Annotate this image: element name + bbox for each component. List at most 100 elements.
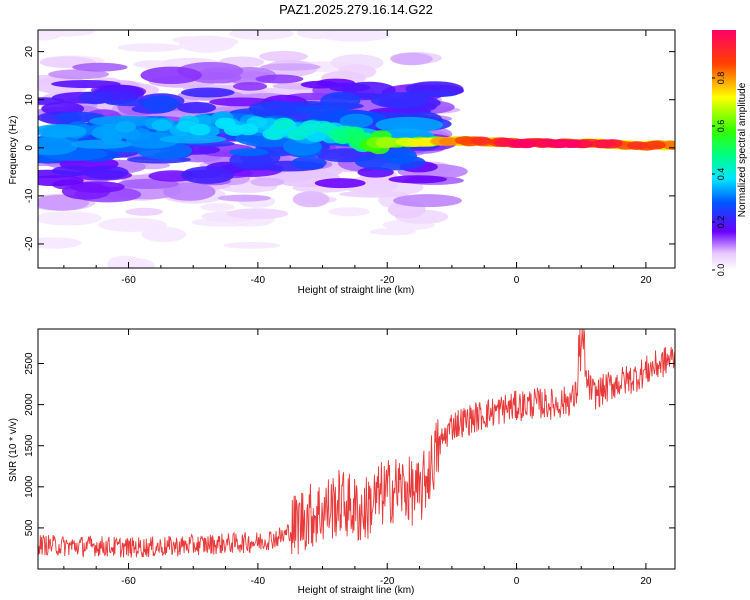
chart-title: PAZ1.2025.279.16.14.G22 <box>279 2 433 17</box>
colorbar-label: Normalized spectral amplitude <box>737 82 748 217</box>
heatmap-cell <box>72 62 128 72</box>
snr-frame <box>37 328 676 570</box>
heatmap-cell <box>291 156 327 170</box>
spectrogram-ticks: -60 -40 -20 0 20 -20 -10 0 10 20 <box>24 30 675 286</box>
snr-ticks: -60 -40 -20 0 20 500 1000 1500 2000 2500 <box>24 329 675 587</box>
heatmap-cell <box>117 43 183 52</box>
heatmap-cell <box>217 194 271 202</box>
snr-xlabel: Height of straight line (km) <box>298 585 415 596</box>
heatmap-cell <box>70 181 125 193</box>
heatmap-cell <box>454 136 476 145</box>
y-tick-label: 10 <box>24 94 35 106</box>
heatmap-cell <box>123 0 168 9</box>
heatmap-cell <box>117 178 180 189</box>
x-tick-label: 20 <box>640 576 652 587</box>
heatmap-cell <box>509 139 530 148</box>
spectrogram-heatmap <box>38 0 675 268</box>
heatmap-cell <box>255 74 304 84</box>
colorbar-ticks: 0.0 0.2 0.4 0.6 0.8 <box>712 72 726 277</box>
heatmap-cell <box>328 207 370 217</box>
colorbar-gradient <box>712 30 736 270</box>
heatmap-cell <box>645 140 666 150</box>
heatmap-cell <box>70 139 133 149</box>
heatmap-cell <box>190 123 211 136</box>
x-tick-label: -60 <box>121 275 136 286</box>
spectrogram-frame <box>37 29 676 269</box>
heatmap-cell <box>232 82 268 91</box>
y-tick-label: 1000 <box>24 475 35 498</box>
y-tick-label: -20 <box>24 236 35 251</box>
heatmap-cell <box>287 128 309 141</box>
heatmap-cell <box>140 66 202 85</box>
colorbar-tick-label: 0.0 <box>716 264 726 277</box>
colorbar-tick-label: 0.4 <box>716 168 726 181</box>
heatmap-cell <box>142 95 180 113</box>
heatmap-cell <box>264 128 286 140</box>
heatmap-cell <box>38 97 65 105</box>
colorbar-tick-label: 0.2 <box>716 216 726 229</box>
heatmap-cell <box>38 237 82 249</box>
x-tick-label: 0 <box>514 576 520 587</box>
heatmap-cell <box>38 137 78 156</box>
heatmap-cell <box>38 175 84 187</box>
heatmap-cell <box>314 178 366 189</box>
spectrogram-xlabel: Height of straight line (km) <box>298 285 415 296</box>
x-tick-label: -20 <box>380 576 395 587</box>
heatmap-cell <box>48 69 109 80</box>
colorbar-tick-label: 0.6 <box>716 120 726 133</box>
y-tick-label: 0 <box>24 145 35 151</box>
heatmap-cell <box>229 30 294 40</box>
heatmap-cell <box>320 92 361 110</box>
y-tick-label: 500 <box>24 519 35 536</box>
x-tick-label: -40 <box>251 576 266 587</box>
heatmap-cell <box>200 203 235 212</box>
y-tick-label: 2000 <box>24 393 35 416</box>
heatmap-cell <box>377 138 399 147</box>
heatmap-cell <box>273 117 295 130</box>
heatmap-cell <box>62 19 123 26</box>
heatmap-cell <box>115 121 136 133</box>
x-tick-label: -20 <box>380 275 395 286</box>
heatmap-cell <box>559 139 580 148</box>
heatmap-cell <box>470 136 492 146</box>
heatmap-cell <box>237 123 259 136</box>
heatmap-cell <box>78 91 113 105</box>
heatmap-cell <box>595 139 616 148</box>
heatmap-cell <box>54 15 117 25</box>
heatmap-cell <box>125 207 163 216</box>
heatmap-cell <box>91 19 152 30</box>
heatmap-cell <box>43 6 98 14</box>
heatmap-cell <box>370 92 429 109</box>
heatmap-cell <box>383 147 417 165</box>
heatmap-cell <box>83 10 133 20</box>
heatmap-cell <box>120 258 155 268</box>
x-tick-label: -40 <box>251 275 266 286</box>
heatmap-cell <box>181 87 235 98</box>
heatmap-cell <box>159 134 227 144</box>
heatmap-cell <box>411 138 433 147</box>
y-tick-label: 1500 <box>24 434 35 457</box>
heatmap-cell <box>375 116 444 133</box>
spectrogram-ylabel: Frequency (Hz) <box>8 116 19 185</box>
heatmap-cell <box>626 141 648 150</box>
snr-ylabel: SNR (10 * v/v) <box>8 418 19 482</box>
heatmap-cell <box>439 137 460 146</box>
heatmap-cell <box>396 137 417 147</box>
heatmap-cell <box>99 123 121 136</box>
heatmap-cell <box>260 63 321 71</box>
heatmap-cell <box>38 211 102 226</box>
y-tick-label: 2500 <box>24 352 35 375</box>
heatmap-cell <box>101 132 123 144</box>
y-tick-label: 20 <box>24 46 35 58</box>
heatmap-cell <box>250 177 285 187</box>
heatmap-cell <box>151 119 173 132</box>
x-tick-label: 0 <box>514 275 520 286</box>
heatmap-cell <box>292 191 330 208</box>
snr-panel: -60 -40 -20 0 20 500 1000 1500 2000 2500 Height o… <box>8 328 676 596</box>
heatmap-cell <box>181 166 234 184</box>
heatmap-cell <box>390 52 433 66</box>
heatmap-cell <box>259 51 308 62</box>
snr-series-line <box>38 329 675 559</box>
heatmap-cell <box>393 194 462 208</box>
